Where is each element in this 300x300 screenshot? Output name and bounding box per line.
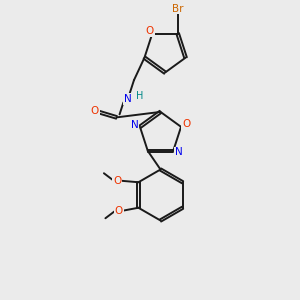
Text: N: N xyxy=(124,94,132,104)
Text: N: N xyxy=(131,120,138,130)
Text: Br: Br xyxy=(172,4,183,14)
Text: N: N xyxy=(175,148,182,158)
Text: O: O xyxy=(146,26,154,36)
Text: H: H xyxy=(136,92,143,101)
Text: O: O xyxy=(91,106,99,116)
Text: O: O xyxy=(113,176,122,186)
Text: O: O xyxy=(115,206,123,216)
Text: O: O xyxy=(182,119,190,129)
